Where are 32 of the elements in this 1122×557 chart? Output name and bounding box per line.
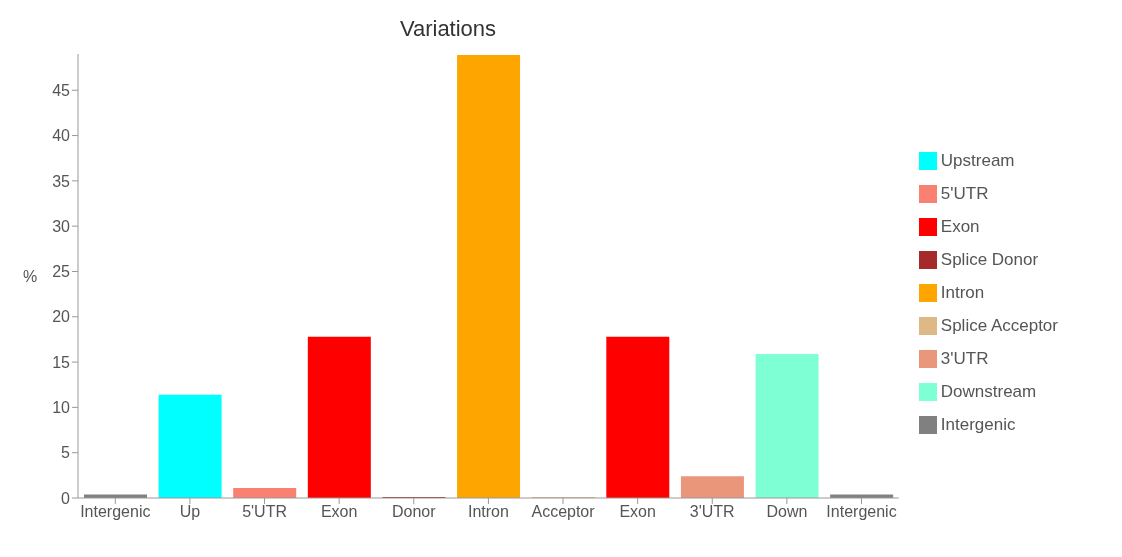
y-axis-title: % [23,267,38,285]
x-tick-label: Intron [467,503,509,521]
x-tick-label: Down [766,503,808,521]
x-tick-label: Acceptor [531,503,596,521]
x-tick-label: Donor [392,503,437,521]
legend-label: Downstream [940,381,1037,401]
legend-label: 5'UTR [940,183,989,203]
legend-label: Upstream [940,150,1015,170]
y-tick-label: 10 [52,399,71,417]
y-tick-label: 15 [52,353,71,371]
legend-label: Splice Donor [940,249,1039,269]
y-tick-label: 40 [52,127,71,145]
y-tick-label: 30 [52,217,71,235]
x-tick-label: Exon [619,503,656,521]
x-tick-label: 5'UTR [242,503,287,521]
x-tick-label: 3'UTR [689,503,735,521]
legend-label: Exon [940,216,980,236]
y-tick-label: 0 [61,489,71,507]
y-tick-label: 20 [52,308,71,326]
y-tick-label: 35 [52,172,71,190]
x-tick-label: Intergenic [826,503,897,521]
legend-label: Intron [940,282,985,302]
x-tick-label: Up [179,503,201,521]
x-tick-label: Intergenic [80,503,151,521]
chart-title: Variations [398,15,498,42]
legend-label: Intergenic [940,414,1016,434]
legend-label: 3'UTR [940,348,989,368]
y-tick-label: 5 [61,444,71,462]
legend-label: Splice Acceptor [940,315,1058,335]
x-tick-label: Exon [320,503,358,521]
y-tick-label: 45 [52,81,71,99]
y-tick-label: 25 [52,263,71,281]
